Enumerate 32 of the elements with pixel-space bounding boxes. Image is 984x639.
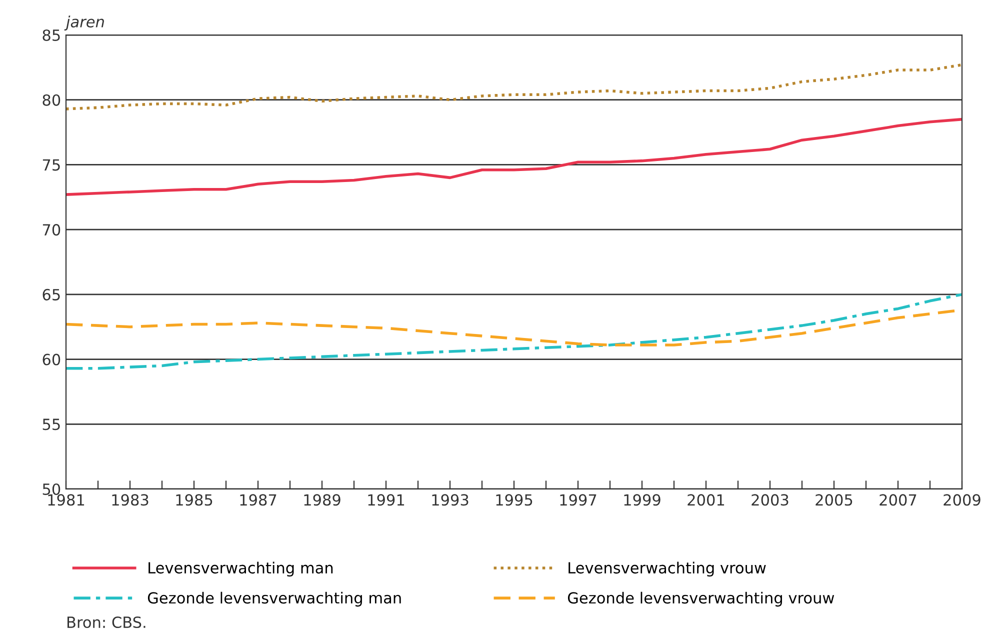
x-tick-label: 1993 — [432, 494, 468, 506]
x-tick-label: 2003 — [752, 494, 788, 506]
y-tick-label: 75 — [42, 159, 60, 171]
x-tick-label: 1995 — [496, 494, 532, 506]
x-tick-label: 1983 — [112, 494, 148, 506]
x-tick-label: 1985 — [176, 494, 212, 506]
legend-label: Gezonde levensverwachting man — [148, 592, 401, 607]
x-tick-label: 1989 — [304, 494, 340, 506]
x-tick-label: 1997 — [560, 494, 596, 506]
text: Bron: CBS. — [68, 616, 146, 628]
line-series — [66, 293, 962, 370]
y-axis-title: jaren — [64, 16, 104, 30]
legend-label: Levensverwachting man — [148, 562, 333, 577]
line-series — [66, 118, 962, 196]
x-tick-label: 1987 — [240, 494, 276, 506]
y-tick-label: 65 — [42, 288, 60, 300]
x-tick-label: 1981 — [48, 494, 84, 506]
x-tick-label: 2001 — [688, 494, 724, 506]
x-tick-label: 1999 — [624, 494, 660, 506]
x-tick-label: 2005 — [816, 494, 852, 506]
y-tick-label: 70 — [42, 224, 60, 236]
line-series — [66, 63, 962, 110]
legend-label: Levensverwachting vrouw — [568, 562, 766, 577]
y-tick-label: 60 — [42, 354, 60, 366]
y-tick-label: 50 — [42, 483, 60, 496]
y-tick-label: 80 — [42, 94, 60, 106]
x-tick-label: 1991 — [368, 494, 404, 506]
y-tick-label: 85 — [42, 29, 60, 42]
y-tick-label: 55 — [42, 418, 60, 430]
x-tick-label: 2009 — [944, 494, 980, 506]
x-tick-label: 2007 — [880, 494, 916, 506]
legend-label: Gezonde levensverwachting vrouw — [568, 592, 834, 607]
